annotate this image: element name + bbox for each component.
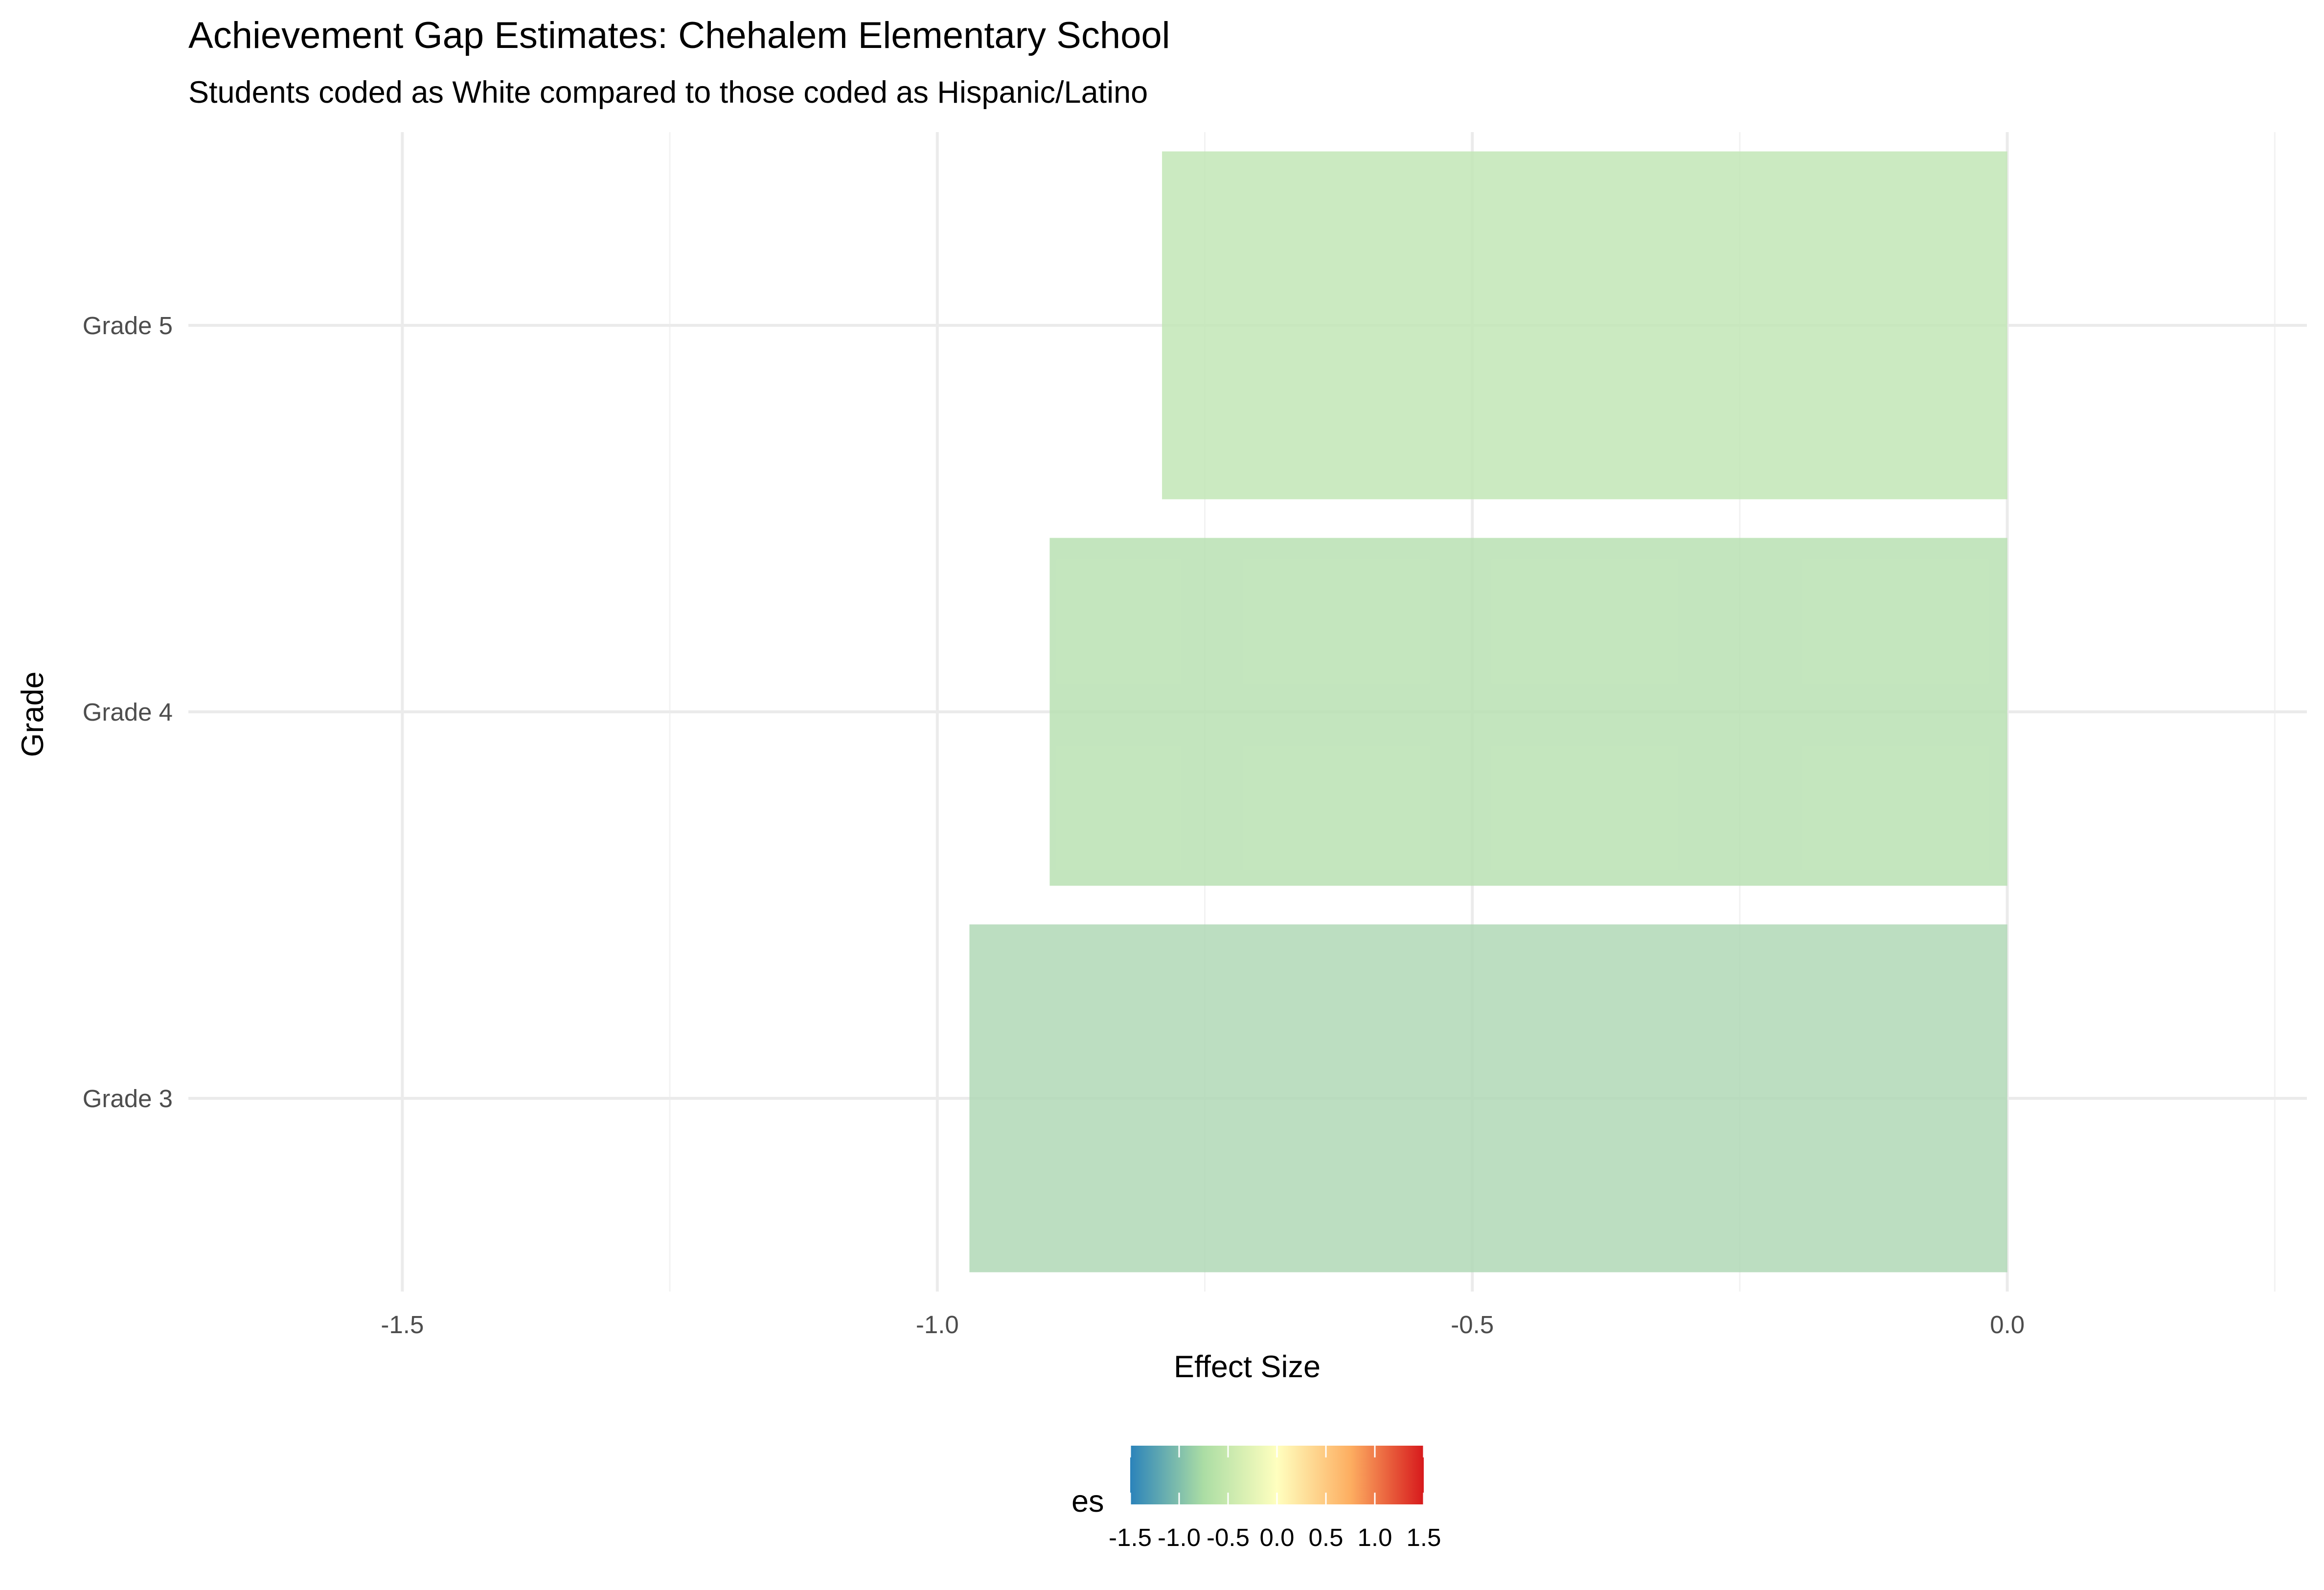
legend-tick-label: 0.5 [1309,1523,1344,1551]
legend-tick-label: 0.0 [1260,1523,1295,1551]
y-tick-label: Grade 3 [83,1085,173,1113]
y-tick-label: Grade 4 [83,698,173,726]
legend-tick-label: 1.0 [1358,1523,1392,1551]
x-tick-label: 0.0 [1990,1311,2025,1339]
legend-title: es [1071,1484,1104,1519]
x-tick-label: -0.5 [1451,1311,1494,1339]
legend-tick-label: -1.5 [1109,1523,1152,1551]
x-tick-labels: -1.5 -1.0 -0.5 0.0 [381,1311,2025,1339]
x-axis-title: Effect Size [1174,1350,1321,1384]
bar-grade-4 [1049,538,2007,886]
bars [969,151,2007,1272]
y-axis-title: Grade [16,671,50,757]
x-tick-label: -1.0 [916,1311,959,1339]
legend-ticks: -1.5 -1.0 -0.5 0.0 0.5 1.0 1.5 [1109,1446,1441,1551]
y-tick-label: Grade 5 [83,312,173,340]
y-tick-labels: Grade 3 Grade 4 Grade 5 [83,312,173,1113]
legend-tick-label: -1.0 [1158,1523,1201,1551]
bar-grade-3 [969,924,2007,1272]
x-tick-label: -1.5 [381,1311,424,1339]
legend-tick-label: -0.5 [1207,1523,1250,1551]
bar-grade-5 [1162,151,2007,500]
chart-title: Achievement Gap Estimates: Chehalem Elem… [188,15,1170,56]
chart-subtitle: Students coded as White compared to thos… [188,75,1148,110]
legend-tick-label: 1.5 [1407,1523,1441,1551]
legend: es -1.5 -1.0 -0.5 0.0 0.5 1.0 1.5 [1071,1446,1441,1551]
